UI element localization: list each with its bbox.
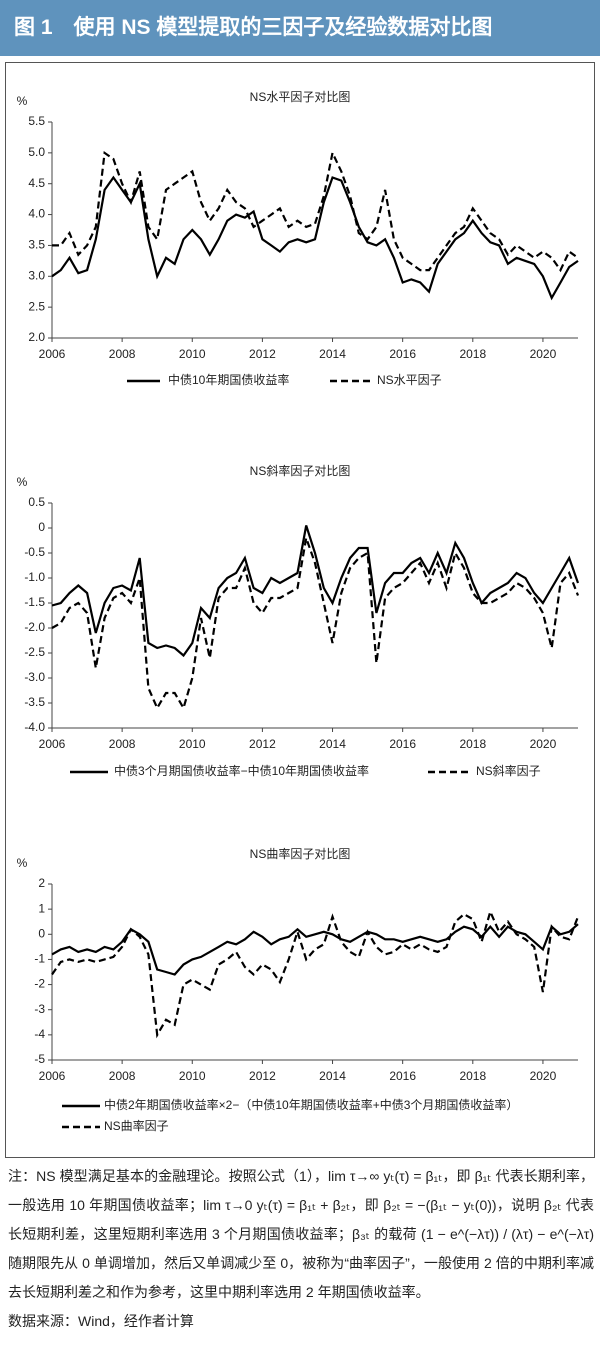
x-tick-label: 2020 xyxy=(530,347,557,361)
x-tick-label: 2010 xyxy=(179,1069,206,1083)
legend-label: 中债2年期国债收益率×2−（中债10年期国债收益率+中债3个月期国债收益率） xyxy=(104,1097,518,1112)
series-line xyxy=(51,533,580,711)
legend-label: NS曲率因子 xyxy=(104,1118,169,1133)
source-text: 数据来源：Wind，经作者计算 xyxy=(8,1313,194,1329)
x-tick-label: 2006 xyxy=(39,1069,66,1083)
x-tick-label: 2016 xyxy=(389,737,416,751)
x-tick-label: 2014 xyxy=(319,347,346,361)
y-tick-label: 4.5 xyxy=(28,176,45,190)
y-tick-label: -5 xyxy=(34,1052,45,1066)
y-tick-label: 3.5 xyxy=(28,238,45,252)
x-tick-label: 2010 xyxy=(179,347,206,361)
y-tick-label: -1.5 xyxy=(24,595,45,609)
y-axis-unit: % xyxy=(17,856,28,870)
x-tick-label: 2016 xyxy=(389,1069,416,1083)
y-tick-label: -3 xyxy=(34,1002,45,1016)
y-tick-label: -2.0 xyxy=(24,620,45,634)
x-tick-label: 2010 xyxy=(179,737,206,751)
legend-label: 中债10年期国债收益率 xyxy=(168,372,289,387)
series-line xyxy=(51,525,580,658)
y-tick-label: -3.0 xyxy=(24,670,45,684)
y-tick-label: -2.5 xyxy=(24,645,45,659)
x-tick-label: 2006 xyxy=(39,347,66,361)
y-tick-label: -1.0 xyxy=(24,570,45,584)
y-tick-label: -3.5 xyxy=(24,695,45,709)
y-tick-label: 2 xyxy=(38,876,45,890)
y-tick-label: 0 xyxy=(38,520,45,534)
x-tick-label: 2016 xyxy=(389,347,416,361)
x-tick-label: 2006 xyxy=(39,737,66,751)
legend-label: 中债3个月期国债收益率−中债10年期国债收益率 xyxy=(114,763,369,778)
chart-title: NS斜率因子对比图 xyxy=(250,463,351,478)
x-tick-label: 2012 xyxy=(249,347,276,361)
x-tick-label: 2012 xyxy=(249,1069,276,1083)
y-axis-unit: % xyxy=(17,94,28,108)
y-tick-label: 4.0 xyxy=(28,207,45,221)
x-tick-label: 2014 xyxy=(319,737,346,751)
x-tick-label: 2020 xyxy=(530,737,557,751)
y-tick-label: 3.0 xyxy=(28,268,45,282)
note-text: 注：NS 模型满足基本的金融理论。按照公式（1），lim τ→∞ yₜ(τ) =… xyxy=(8,1168,594,1300)
x-tick-label: 2008 xyxy=(109,737,136,751)
x-tick-label: 2018 xyxy=(459,347,486,361)
y-tick-label: 2.5 xyxy=(28,299,45,313)
y-tick-label: -1 xyxy=(34,952,45,966)
x-tick-label: 2018 xyxy=(459,1069,486,1083)
y-tick-label: 5.5 xyxy=(28,114,45,128)
y-tick-label: 5.0 xyxy=(28,145,45,159)
footnote: 注：NS 模型满足基本的金融理论。按照公式（1），lim τ→∞ yₜ(τ) =… xyxy=(8,1162,594,1336)
y-axis-unit: % xyxy=(17,475,28,489)
y-tick-label: 0 xyxy=(38,926,45,940)
y-tick-label: -4 xyxy=(34,1027,45,1041)
y-tick-label: -2 xyxy=(34,977,45,991)
y-tick-label: 1 xyxy=(38,901,45,915)
series-line xyxy=(51,923,579,976)
x-tick-label: 2018 xyxy=(459,737,486,751)
y-tick-label: 2.0 xyxy=(28,330,45,344)
y-tick-label: -4.0 xyxy=(24,720,45,734)
y-tick-label: 0.5 xyxy=(28,495,45,509)
chart-title: NS水平因子对比图 xyxy=(250,90,351,104)
series-line xyxy=(51,908,580,1039)
x-tick-label: 2008 xyxy=(109,347,136,361)
x-tick-label: 2020 xyxy=(530,1069,557,1083)
series-line xyxy=(51,175,579,301)
figure-frame xyxy=(5,62,595,1158)
series-line xyxy=(52,149,579,273)
legend-label: NS水平因子 xyxy=(377,373,442,387)
x-tick-label: 2012 xyxy=(249,737,276,751)
legend-label: NS斜率因子 xyxy=(476,763,541,778)
x-tick-label: 2014 xyxy=(319,1069,346,1083)
y-tick-label: -0.5 xyxy=(24,545,45,559)
figure-title: 图 1 使用 NS 模型提取的三因子及经验数据对比图 xyxy=(0,0,600,56)
x-tick-label: 2008 xyxy=(109,1069,136,1083)
chart-title: NS曲率因子对比图 xyxy=(250,846,351,861)
